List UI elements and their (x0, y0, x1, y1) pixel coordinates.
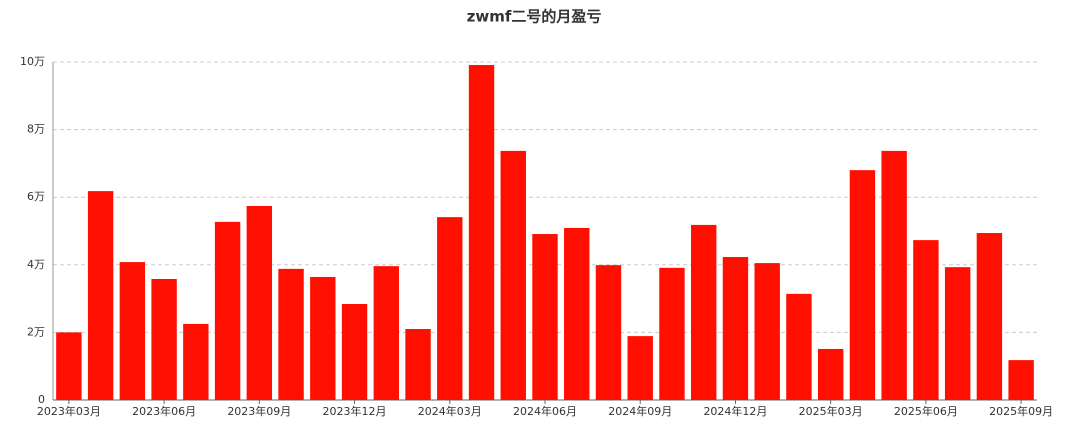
y-tick-label: 4万 (27, 258, 45, 271)
x-tick-label: 2025年09月 (989, 404, 1053, 418)
bar (627, 336, 653, 400)
y-tick-label: 0 (38, 393, 45, 406)
x-tick-label: 2023年12月 (323, 404, 387, 418)
bar (786, 293, 812, 400)
bar (246, 205, 273, 400)
x-tick-label: 2025年03月 (799, 404, 863, 418)
bar (56, 332, 82, 400)
bar (310, 276, 336, 400)
bar (183, 323, 209, 400)
bar (278, 268, 304, 400)
bar (119, 262, 146, 400)
bar (944, 267, 971, 400)
bar (437, 217, 463, 400)
chart-title: zwmf二号的月盈亏 (467, 8, 602, 26)
bar (405, 329, 431, 400)
y-tick-label: 6万 (27, 190, 45, 203)
y-tick-label: 10万 (20, 55, 45, 68)
bar (87, 191, 114, 400)
y-tick-label: 2万 (27, 325, 45, 338)
bar (691, 224, 717, 400)
x-tick-label: 2023年06月 (132, 404, 196, 418)
bar (341, 304, 368, 400)
bar (500, 150, 526, 400)
bar (881, 150, 907, 400)
bar (468, 65, 495, 401)
x-tick-label: 2024年06月 (513, 404, 577, 418)
y-tick-label: 8万 (27, 123, 45, 136)
bar (913, 240, 939, 400)
bar (659, 267, 685, 400)
bar (754, 263, 780, 400)
bar (595, 265, 622, 400)
x-tick-label: 2024年03月 (418, 404, 482, 418)
bar (1008, 360, 1034, 400)
bar (817, 348, 844, 400)
bar (532, 234, 558, 400)
x-tick-label: 2025年06月 (894, 404, 958, 418)
bar (373, 266, 399, 400)
bar (564, 227, 590, 400)
bar (722, 257, 749, 400)
x-tick-label: 2024年12月 (703, 404, 767, 418)
bar (849, 170, 876, 400)
bar (214, 221, 241, 400)
x-tick-label: 2024年09月 (608, 404, 672, 418)
x-tick-label: 2023年09月 (227, 404, 291, 418)
x-tick-label: 2023年03月 (37, 404, 101, 418)
bar (976, 233, 1003, 400)
bar (151, 278, 177, 400)
